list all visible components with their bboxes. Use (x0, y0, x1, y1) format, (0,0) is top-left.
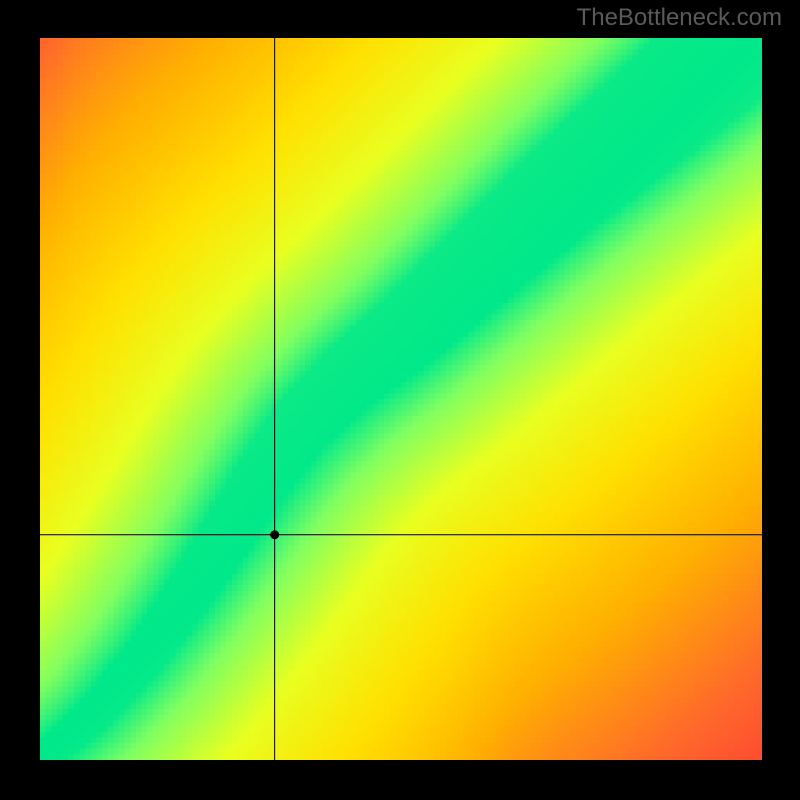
heatmap-canvas (40, 38, 762, 760)
chart-container: { "image": { "width": 800, "height": 800… (0, 0, 800, 800)
watermark-text: TheBottleneck.com (577, 4, 782, 32)
